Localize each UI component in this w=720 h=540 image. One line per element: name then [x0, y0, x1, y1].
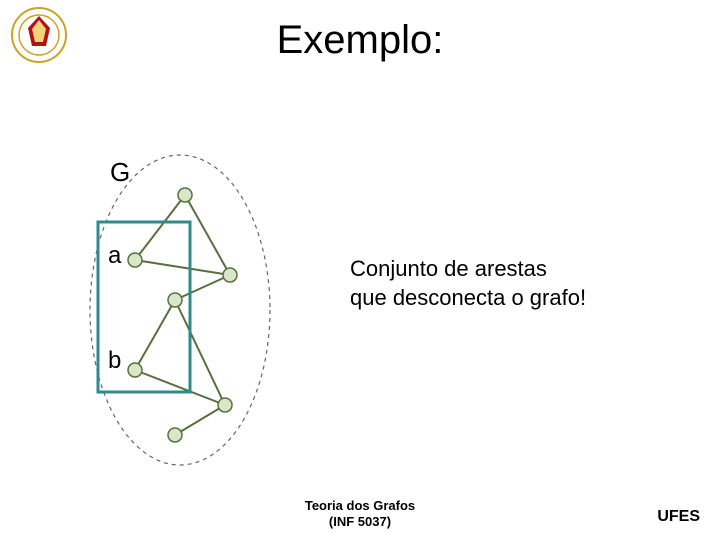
footer-course-line1: Teoria dos Grafos: [305, 498, 415, 513]
diagram-caption: Conjunto de arestas que desconecta o gra…: [350, 255, 586, 312]
graph-label-G: G: [110, 157, 130, 188]
graph-diagram: G a b: [70, 150, 290, 470]
footer-course: Teoria dos Grafos (INF 5037): [0, 498, 720, 531]
slide-title: Exemplo:: [0, 18, 720, 63]
graph-label-a: a: [108, 242, 121, 270]
footer-course-line2: (INF 5037): [329, 514, 391, 529]
caption-line2: que desconecta o grafo!: [350, 285, 586, 310]
footer-university: UFES: [657, 508, 700, 526]
caption-line1: Conjunto de arestas: [350, 256, 547, 281]
graph-label-b: b: [108, 347, 121, 375]
